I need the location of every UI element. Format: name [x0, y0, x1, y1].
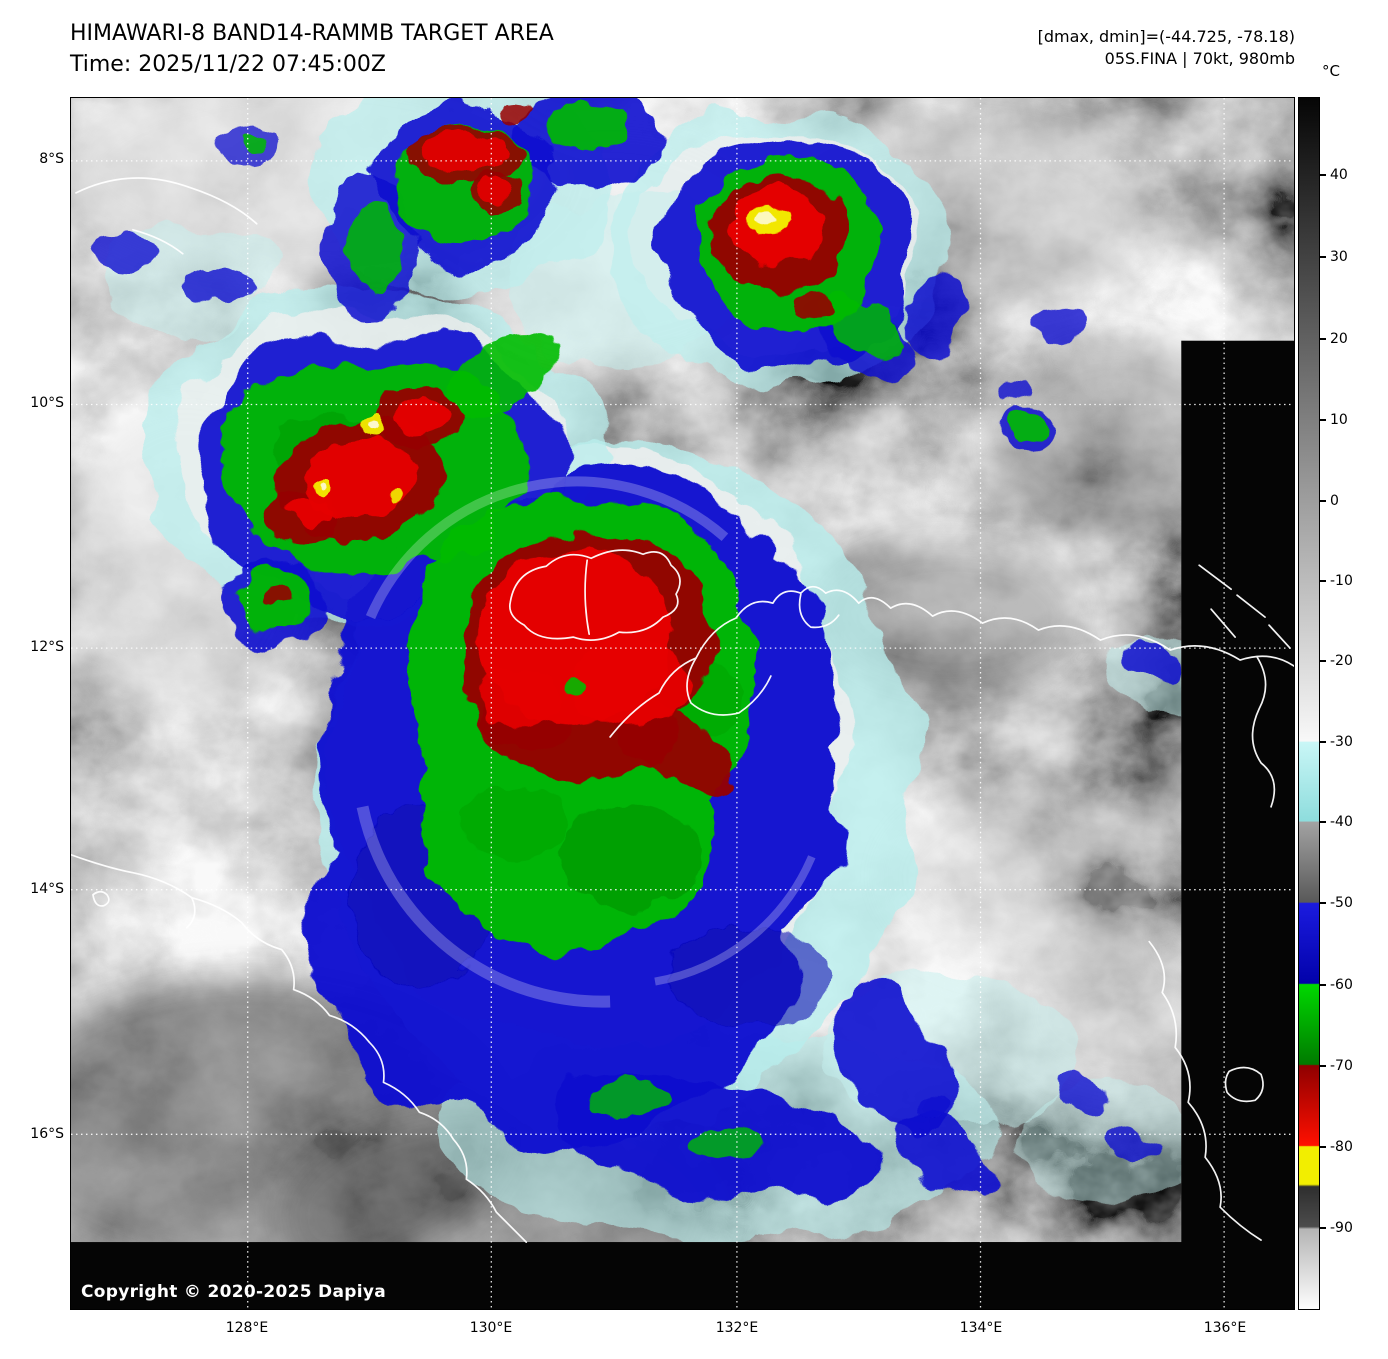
tick-label: -80 [1330, 1139, 1353, 1155]
tick-mark [1320, 1227, 1326, 1229]
lat-label-16s: 16°S [30, 1126, 64, 1142]
colorbar-tick-40: 40 [1320, 166, 1348, 184]
grid-lines [71, 98, 1294, 1309]
tick-label: 40 [1330, 167, 1348, 183]
tick-label: -90 [1330, 1220, 1353, 1236]
colorbar-tick-20: 20 [1320, 330, 1348, 348]
header-left: HIMAWARI-8 BAND14-RAMMB TARGET AREA Time… [70, 18, 554, 80]
lat-label-12s: 12°S [30, 639, 64, 655]
lon-label-136e: 136°E [1203, 1320, 1247, 1336]
imagery-layers [71, 98, 1294, 1243]
tick-mark [1320, 174, 1326, 176]
temperature-colorbar [1298, 97, 1320, 1310]
tick-mark [1320, 1065, 1326, 1067]
tick-mark [1320, 1146, 1326, 1148]
colorbar-tick-n40: -40 [1320, 813, 1353, 831]
tick-label: -30 [1330, 734, 1353, 750]
tick-mark [1320, 660, 1326, 662]
colorbar-tick-n10: -10 [1320, 572, 1353, 590]
colorbar-tick-10: 10 [1320, 411, 1348, 429]
lat-label-10s: 10°S [30, 395, 64, 411]
colorbar-tick-0: 0 [1320, 492, 1339, 510]
tick-mark [1320, 338, 1326, 340]
tick-mark [1320, 741, 1326, 743]
storm-info: 05S.FINA | 70kt, 980mb [1104, 49, 1295, 68]
lat-label-14s: 14°S [30, 881, 64, 897]
tick-mark [1320, 902, 1326, 904]
lon-label-132e: 132°E [715, 1320, 759, 1336]
tick-mark [1320, 984, 1326, 986]
header-right: [dmax, dmin]=(-44.725, -78.18) 05S.FINA … [1038, 26, 1295, 70]
satellite-imagery [71, 98, 1294, 1309]
colorbar-tick-n30: -30 [1320, 733, 1353, 751]
tick-label: -70 [1330, 1058, 1353, 1074]
satellite-plot: Copyright © 2020-2025 Dapiya [70, 97, 1295, 1310]
tick-label: 0 [1330, 493, 1339, 509]
tick-label: 20 [1330, 331, 1348, 347]
colorbar-tick-n80: -80 [1320, 1138, 1353, 1156]
lon-label-128e: 128°E [225, 1320, 269, 1336]
tick-mark [1320, 580, 1326, 582]
tick-label: -50 [1330, 895, 1353, 911]
colorbar-tick-n60: -60 [1320, 976, 1353, 994]
colorbar-tick-n70: -70 [1320, 1057, 1353, 1075]
colorbar-tick-n50: -50 [1320, 894, 1353, 912]
tick-label: -10 [1330, 573, 1353, 589]
dmax-dmin-readout: [dmax, dmin]=(-44.725, -78.18) [1037, 27, 1295, 46]
tick-label: 10 [1330, 412, 1348, 428]
tick-mark [1320, 419, 1326, 421]
yellow-cloud-layer [313, 205, 790, 697]
tick-label: -40 [1330, 814, 1353, 830]
lon-label-130e: 130°E [469, 1320, 513, 1336]
tick-label: -60 [1330, 977, 1353, 993]
image-time: Time: 2025/11/22 07:45:00Z [70, 52, 386, 77]
tick-label: 30 [1330, 249, 1348, 265]
coastlines [71, 177, 1294, 1243]
red-cloud-layer [288, 132, 821, 727]
tick-mark [1320, 821, 1326, 823]
lat-label-8s: 8°S [39, 151, 64, 167]
colorbar-tick-n90: -90 [1320, 1219, 1353, 1237]
colorbar-unit: °C [1322, 62, 1340, 80]
lon-label-134e: 134°E [959, 1320, 1003, 1336]
tick-label: -20 [1330, 653, 1353, 669]
copyright-text: Copyright © 2020-2025 Dapiya [81, 1282, 386, 1302]
page-title: HIMAWARI-8 BAND14-RAMMB TARGET AREA [70, 21, 554, 46]
tick-mark [1320, 256, 1326, 258]
spiral-band-highlights [356, 476, 816, 1008]
tick-mark [1320, 500, 1326, 502]
colorbar-tick-n20: -20 [1320, 652, 1353, 670]
colorbar-tick-30: 30 [1320, 248, 1348, 266]
